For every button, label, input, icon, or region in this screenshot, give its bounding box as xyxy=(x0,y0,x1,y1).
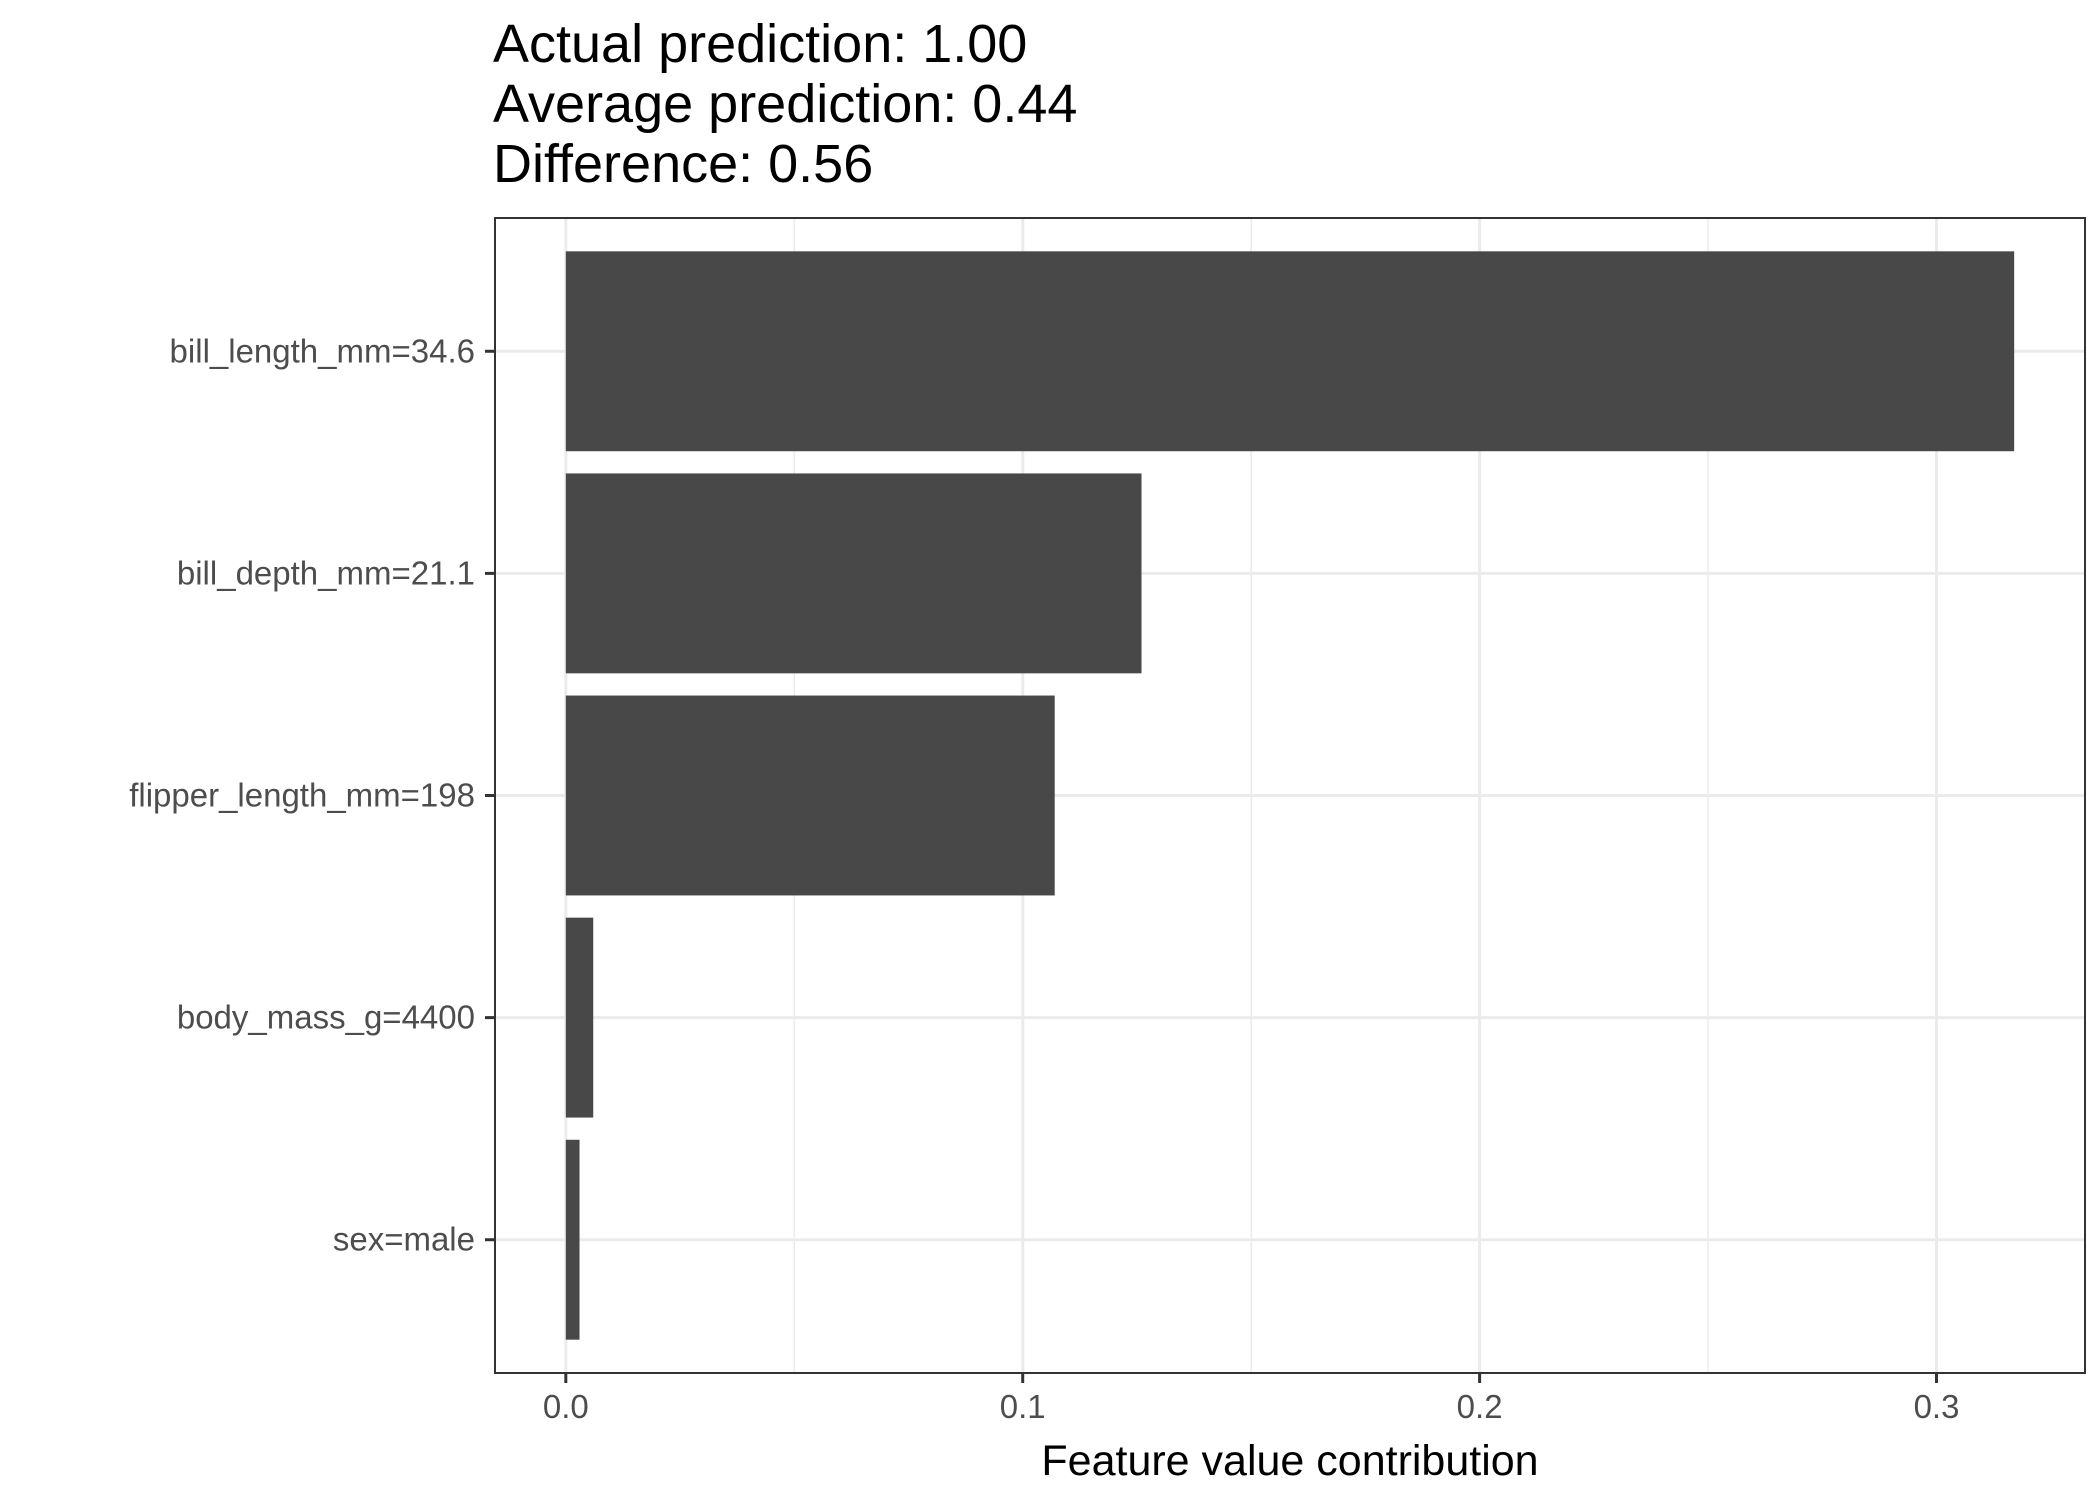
y-tick-label: bill_length_mm=34.6 xyxy=(170,332,475,369)
x-tick-label: 0.3 xyxy=(1914,1388,1960,1425)
bar-3 xyxy=(565,917,594,1118)
y-axis: bill_length_mm=34.6 bill_depth_mm=21.1fli… xyxy=(129,332,495,1258)
bar-2 xyxy=(565,695,1055,896)
x-axis: 0.0 0.1 0.2 0.3 xyxy=(543,1373,1960,1425)
title-line-average-prediction: Average prediction: 0.44 xyxy=(493,74,1077,134)
x-tick-label: 0.1 xyxy=(1000,1388,1046,1425)
bars xyxy=(565,251,2015,1340)
bar-0 xyxy=(565,251,2015,452)
y-tick-label: body_mass_g=4400 xyxy=(177,999,475,1036)
y-tick-label: flipper_length_mm=198 xyxy=(129,777,475,814)
title-line-actual-prediction: Actual prediction: 1.00 xyxy=(493,14,1027,74)
bar-4 xyxy=(565,1139,580,1340)
bar-1 xyxy=(565,473,1142,674)
y-tick-label: bill_depth_mm=21.1 xyxy=(177,554,475,591)
x-tick-label: 0.0 xyxy=(543,1388,589,1425)
title-line-difference: Difference: 0.56 xyxy=(493,134,873,194)
chart-title: Actual prediction: 1.00 Average predicti… xyxy=(493,14,1077,194)
x-axis-title: Feature value contribution xyxy=(1041,1437,1538,1485)
x-tick-label: 0.2 xyxy=(1457,1388,1503,1425)
y-tick-label: sex=male xyxy=(333,1221,475,1258)
